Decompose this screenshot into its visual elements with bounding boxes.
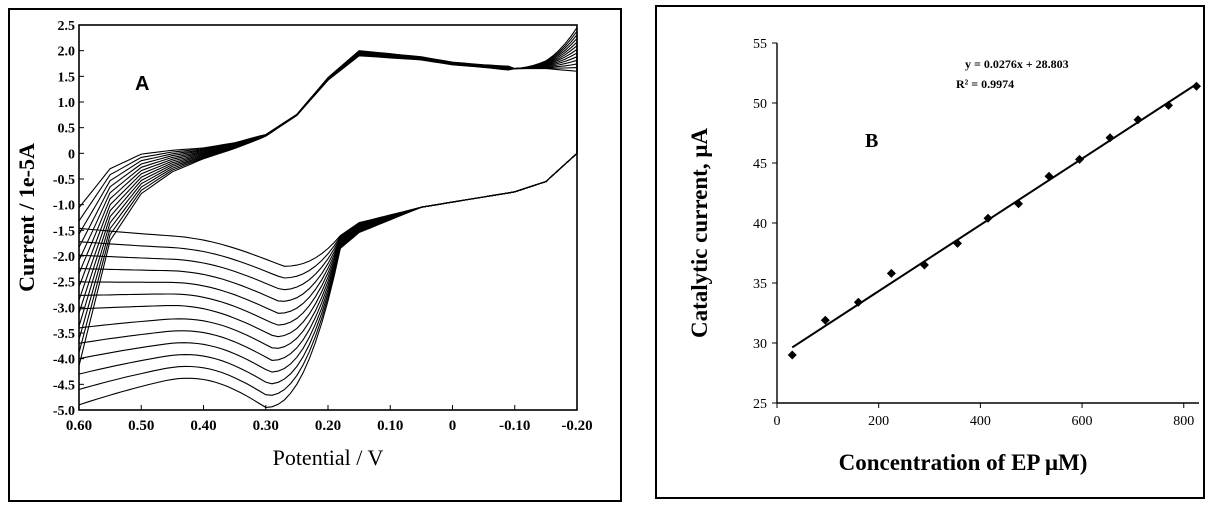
- x-tick-label-a: 0: [449, 418, 457, 434]
- x-tick-label-b: 800: [1173, 414, 1194, 429]
- data-point: [1014, 199, 1024, 209]
- y-tick-label-a: 1.5: [58, 70, 76, 85]
- data-point: [1163, 100, 1173, 110]
- x-tick-label-a: 0.50: [128, 418, 154, 434]
- y-tick-label-a: -1.5: [53, 224, 75, 239]
- y-tick-label-a: 1.0: [58, 96, 76, 111]
- y-tick-label-a: -2.0: [53, 250, 75, 265]
- y-tick-label-b: 50: [753, 97, 767, 112]
- data-point: [1105, 133, 1115, 143]
- calibration-chart: 25 30 35 40 45 50 55 0 200 400 600 800 Concentration…: [655, 5, 1205, 499]
- x-tick-label-a: 0.30: [253, 418, 279, 434]
- data-point: [1044, 171, 1054, 181]
- y-tick-label-a: -4.5: [53, 378, 75, 393]
- y-tick-label-a: -2.5: [53, 276, 75, 291]
- y-tick-label-a: 0: [68, 147, 75, 162]
- x-tick-label-a: -0.20: [561, 418, 592, 434]
- y-tick-label-b: 25: [753, 397, 767, 412]
- y-tick-label-a: -5.0: [53, 404, 75, 419]
- data-point: [853, 297, 863, 307]
- chart-panel-b: 25 30 35 40 45 50 55 0 200 400 600 800 Concentration…: [655, 5, 1205, 499]
- data-point: [820, 315, 830, 325]
- panel-a-frame: [8, 8, 622, 502]
- panel-b-frame: [655, 5, 1205, 499]
- data-point: [787, 350, 797, 360]
- data-point: [919, 260, 929, 270]
- regression-equation: y = 0.0276x + 28.803: [965, 57, 1069, 71]
- y-tick-label-b: 30: [753, 337, 767, 352]
- y-tick-label-a: 0.5: [58, 122, 76, 137]
- x-axis-label-a: Potential / V: [273, 445, 384, 470]
- cv-curve: [78, 25, 578, 408]
- data-point: [1191, 81, 1201, 91]
- x-axis-label-b: Concentration of EP μM): [839, 450, 1088, 475]
- chart-panel-a: 2.5 2.0 1.5 1.0 0.5 0 -0.5 -1.0 -1.5 -2.0 -2.5 -3.0…: [8, 8, 622, 502]
- data-point: [952, 238, 962, 248]
- r-squared: R² = 0.9974: [956, 77, 1014, 91]
- data-point: [983, 213, 993, 223]
- cv-chart: 2.52.01.51.00.50-0.5-1.0-1.5-2.0-2.5-3.0…: [8, 8, 622, 502]
- y-tick-label-a: 2.5: [58, 19, 76, 34]
- x-tick-label-a: 0.20: [315, 418, 341, 434]
- panel-label-a: A: [135, 73, 149, 95]
- y-axis-label-b: Catalytic current, μA: [687, 128, 712, 338]
- y-tick-label-b: 55: [753, 37, 767, 52]
- x-tick-label-a: 0.40: [190, 418, 216, 434]
- y-tick-label-a: -1.0: [53, 199, 75, 214]
- x-tick-label-b: 200: [868, 414, 889, 429]
- data-point: [1133, 115, 1143, 125]
- x-tick-label-a: 0.10: [377, 418, 403, 434]
- panel-label-b: B: [865, 130, 878, 152]
- cv-curves: [78, 25, 578, 408]
- y-tick-label-a: -0.5: [53, 173, 75, 188]
- y-tick-label-b: 40: [753, 217, 767, 232]
- y-tick-label-a: -3.5: [53, 327, 75, 342]
- y-tick-label-a: -4.0: [53, 353, 75, 368]
- x-tick-label-b: 600: [1072, 414, 1093, 429]
- y-tick-label-a: -3.0: [53, 301, 75, 316]
- y-tick-label-b: 45: [753, 157, 767, 172]
- y-tick-label-b: 35: [753, 277, 767, 292]
- x-tick-label-a: -0.10: [499, 418, 530, 434]
- x-tick-label-a: 0.60: [66, 418, 92, 434]
- x-tick-label-b: 400: [970, 414, 991, 429]
- y-axis-label-a: Current / 1e-5A: [14, 143, 39, 292]
- x-tick-label-b: 0: [774, 414, 781, 429]
- data-point: [886, 268, 896, 278]
- y-tick-label-a: 2.0: [58, 45, 76, 60]
- data-point: [1075, 154, 1085, 164]
